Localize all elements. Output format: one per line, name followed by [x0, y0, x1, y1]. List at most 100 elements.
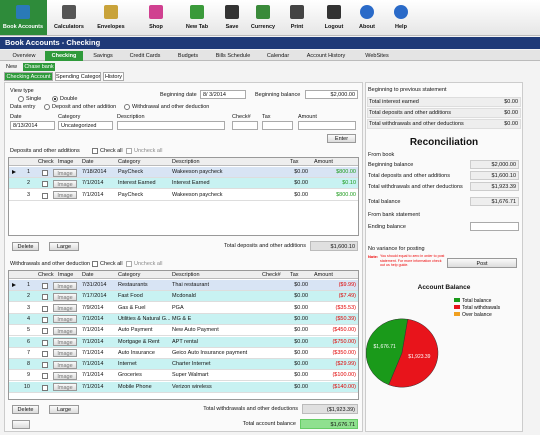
account-tab[interactable]: New [6, 64, 18, 70]
image-button[interactable]: Image [53, 315, 77, 324]
input[interactable]: 8/ 3/2014 [200, 90, 246, 99]
tab[interactable]: Calendar [266, 53, 290, 59]
tab[interactable]: Savings [93, 53, 113, 59]
cell: Geico Auto Insurance payment [172, 349, 248, 356]
button[interactable]: Large [49, 242, 79, 251]
row-number: 1 [26, 282, 30, 288]
toolbar-button[interactable]: About [359, 24, 375, 30]
button[interactable]: Delete [12, 405, 39, 414]
image-button[interactable]: Image [53, 349, 77, 358]
image-button[interactable]: Image [53, 292, 77, 301]
toolbar-button[interactable]: Help [395, 24, 407, 30]
toolbar-button[interactable]: Shop [149, 24, 163, 30]
image-button[interactable]: Image [53, 326, 77, 335]
image-button[interactable]: Image [53, 191, 77, 200]
label: Beginning balance [255, 92, 301, 98]
sub-tab[interactable]: Spending Categories [55, 72, 101, 81]
nav-button[interactable] [12, 420, 30, 429]
label: Data entry [10, 104, 36, 110]
checkbox[interactable] [42, 294, 48, 301]
label[interactable]: Check all [100, 261, 123, 267]
input[interactable] [298, 121, 356, 130]
table-row[interactable] [9, 359, 358, 371]
input[interactable] [470, 222, 519, 231]
checkbox[interactable] [42, 316, 48, 323]
account-tab[interactable]: Chase bank [23, 63, 55, 71]
cell: $0.00 [294, 361, 308, 368]
tab[interactable]: Credit Cards [129, 53, 161, 59]
input[interactable] [117, 121, 225, 130]
checkbox[interactable] [42, 373, 48, 380]
input[interactable]: Uncategorized [58, 121, 113, 130]
toolbar-button[interactable]: Print [290, 24, 304, 30]
cell: 7/1/2014 [82, 327, 104, 334]
tab[interactable]: Account History [306, 53, 346, 59]
toolbar-button[interactable]: Calculators [54, 24, 84, 30]
input[interactable] [232, 121, 258, 130]
tab[interactable]: Overview [12, 53, 36, 59]
toolbar-button[interactable]: Currency [250, 24, 276, 30]
cell: 7/18/2014 [82, 169, 107, 175]
radio[interactable] [52, 96, 58, 102]
image-button[interactable]: Image [53, 281, 77, 290]
toolbar-button[interactable]: Logout [324, 24, 344, 30]
checkbox[interactable] [42, 362, 48, 369]
label[interactable]: Check all [100, 148, 123, 154]
tab[interactable]: Budgets [177, 53, 199, 59]
checkbox[interactable] [126, 148, 132, 154]
image-button[interactable]: Image [53, 168, 77, 177]
label[interactable]: Uncheck all [134, 261, 163, 267]
checkbox[interactable] [42, 170, 48, 176]
checkbox[interactable] [42, 283, 48, 289]
checkbox[interactable] [42, 328, 48, 335]
table-row[interactable] [9, 325, 358, 337]
checkbox[interactable] [42, 339, 48, 346]
table-row[interactable] [9, 370, 358, 382]
table-row[interactable] [9, 313, 358, 325]
tab[interactable]: Checking [45, 51, 83, 61]
checkbox[interactable] [42, 305, 48, 312]
checkbox[interactable] [42, 384, 48, 391]
image-button[interactable]: Image [53, 179, 77, 188]
button[interactable]: Large [49, 405, 79, 414]
image-button[interactable]: Image [53, 360, 77, 369]
input[interactable]: 8/13/2014 [10, 121, 55, 130]
button[interactable]: Post [447, 258, 517, 268]
toolbar-button[interactable]: New Tab [185, 24, 209, 30]
button[interactable]: Delete [12, 242, 39, 251]
checkbox[interactable] [42, 181, 48, 188]
table-row[interactable] [9, 291, 358, 303]
checkbox[interactable] [42, 350, 48, 357]
tab[interactable]: Bills Schedule [215, 53, 251, 59]
table-row[interactable] [9, 167, 358, 178]
input[interactable]: $2,000.00 [305, 90, 358, 99]
radio[interactable] [44, 104, 50, 110]
image-button[interactable]: Image [53, 383, 77, 392]
radio[interactable] [124, 104, 130, 110]
tab[interactable]: WebSites [365, 53, 389, 59]
table-row[interactable] [9, 178, 358, 190]
table-row[interactable] [9, 280, 358, 291]
sub-tab[interactable]: History [103, 72, 124, 81]
table-row[interactable] [9, 302, 358, 314]
checkbox[interactable] [92, 261, 98, 267]
checkbox[interactable] [92, 148, 98, 154]
button[interactable]: Enter [327, 134, 356, 143]
checkbox[interactable] [126, 261, 132, 267]
input[interactable] [262, 121, 293, 130]
checkbox[interactable] [42, 192, 48, 199]
label[interactable]: Uncheck all [134, 148, 163, 154]
image-button[interactable]: Image [53, 338, 77, 346]
table-row[interactable] [9, 336, 358, 348]
table-row[interactable] [9, 347, 358, 359]
table-row[interactable] [9, 189, 358, 201]
table-row[interactable] [9, 381, 358, 393]
image-button[interactable]: Image [53, 304, 77, 313]
sub-tab[interactable]: Checking Account [4, 72, 53, 81]
radio[interactable] [18, 96, 24, 102]
toolbar-button[interactable]: Book Accounts [2, 24, 44, 30]
toolbar-button[interactable]: Save [225, 24, 239, 30]
image-button[interactable]: Image [53, 371, 77, 380]
toolbar-button[interactable]: Envelopes [97, 24, 125, 30]
label: Withdrawal and other deduction [132, 104, 210, 110]
